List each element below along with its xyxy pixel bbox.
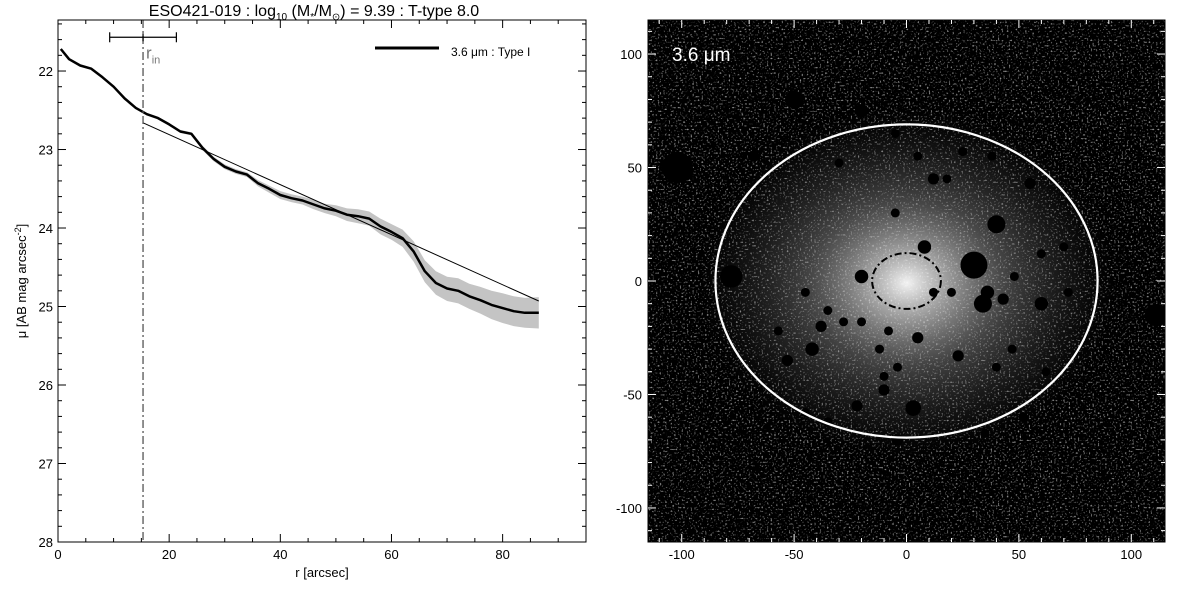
y-tick-label: 28 [39, 535, 53, 550]
masked-star [980, 285, 995, 300]
masked-star [890, 208, 900, 218]
masked-star [823, 306, 833, 315]
legend: 3.6 μm : Type I [375, 45, 530, 59]
masked-star [987, 215, 1006, 234]
masked-star [1009, 271, 1019, 281]
masked-star [946, 287, 956, 297]
masked-star [1036, 249, 1046, 259]
masked-star [805, 342, 819, 356]
masked-star [785, 90, 804, 109]
masked-star [1024, 177, 1036, 190]
galaxy-glow [692, 103, 1122, 463]
masked-star [913, 151, 923, 161]
masked-star [893, 362, 903, 372]
masked-star [773, 326, 783, 336]
image-panel: 3.6 μm -100 -50 0 50 100 -100 -50 0 50 100 [616, 19, 1166, 562]
masked-star [1018, 412, 1028, 422]
image-y-tick-label: 100 [620, 47, 642, 62]
masked-star [927, 173, 940, 185]
masked-star [987, 151, 997, 161]
masked-star [834, 158, 844, 168]
masked-star [748, 150, 760, 162]
x-axis-label: r [arcsec] [295, 565, 348, 580]
masked-star [960, 251, 988, 279]
masked-star [980, 428, 990, 438]
masked-star [875, 344, 885, 354]
masked-star [928, 287, 938, 297]
y-axis-label: μ [AB mag arcsec-2] [13, 224, 29, 339]
x-tick-label: 0 [54, 547, 61, 562]
y-tick-label: 23 [39, 143, 53, 158]
masked-star [854, 269, 869, 284]
y-tick-label: 27 [39, 457, 53, 472]
image-band-label: 3.6 μm [672, 45, 730, 66]
masked-star [781, 354, 793, 367]
inner-isophote-ellipse [871, 252, 942, 310]
masked-star [912, 332, 924, 344]
masked-star [905, 400, 922, 416]
masked-star [878, 384, 890, 396]
image-x-tick-label: 100 [1120, 547, 1142, 562]
masked-star [854, 104, 869, 118]
image-x-tick-label: 50 [1012, 547, 1026, 562]
masked-star [661, 151, 693, 184]
y-tick-label: 25 [39, 300, 53, 315]
x-tick-label: 20 [162, 547, 176, 562]
masked-star [890, 128, 900, 138]
masked-star [942, 174, 952, 184]
masked-star [891, 434, 904, 446]
masked-star [1034, 296, 1049, 311]
y-tick-label: 22 [39, 64, 53, 79]
masked-star [1007, 344, 1017, 354]
legend-label: 3.6 μm : Type I [451, 45, 530, 59]
masked-star [884, 326, 894, 336]
x-tick-label: 60 [384, 547, 398, 562]
image-x-tick-label: -50 [785, 547, 804, 562]
image-y-tick-label: 50 [628, 161, 642, 176]
masked-stars [661, 90, 1165, 446]
y-tick-label: 26 [39, 378, 53, 393]
x-tick-label: 80 [495, 547, 509, 562]
outer-isophote-ellipse [714, 123, 1099, 439]
masked-star [917, 240, 932, 254]
r-in-label: rin [146, 43, 160, 66]
masked-star [952, 350, 964, 362]
image-x-tick-label: -100 [669, 547, 695, 562]
image-x-tick-label: 0 [903, 547, 910, 562]
masked-star [839, 317, 849, 327]
image-y-tick-label: -100 [616, 501, 642, 516]
profile-uncertainty-band [60, 49, 539, 329]
profile-panel: ESO421-019 : log10 (M*/M⊙) = 9.39 : T-ty… [13, 3, 587, 580]
image-y-tick-label: 0 [635, 274, 642, 289]
y-tick-label: 24 [39, 221, 53, 236]
masked-star [997, 293, 1009, 305]
galaxy-image [648, 20, 1165, 542]
profile-line [59, 48, 539, 315]
masked-star [851, 400, 863, 412]
masked-star [958, 147, 968, 157]
masked-star [1144, 303, 1165, 327]
masked-star [991, 362, 1001, 372]
x-tick-label: 40 [273, 547, 287, 562]
image-axes: -100 -50 0 50 100 -100 -50 0 50 100 [616, 20, 1165, 562]
masked-star [973, 294, 992, 313]
masked-star [800, 287, 810, 297]
masked-star [815, 320, 827, 333]
masked-star [879, 371, 889, 381]
masked-star [1059, 242, 1069, 252]
chart-title: ESO421-019 : log10 (M*/M⊙) = 9.39 : T-ty… [149, 3, 480, 23]
masked-star [857, 317, 867, 327]
profile-plot-area: rin 0 20 40 60 80 22 23 24 25 26 27 28 [39, 20, 587, 562]
masked-star [1063, 287, 1073, 297]
masked-star [719, 265, 743, 288]
masked-star [1041, 367, 1051, 377]
profile-plot-frame [57, 19, 587, 543]
image-y-tick-label: -50 [623, 387, 642, 402]
